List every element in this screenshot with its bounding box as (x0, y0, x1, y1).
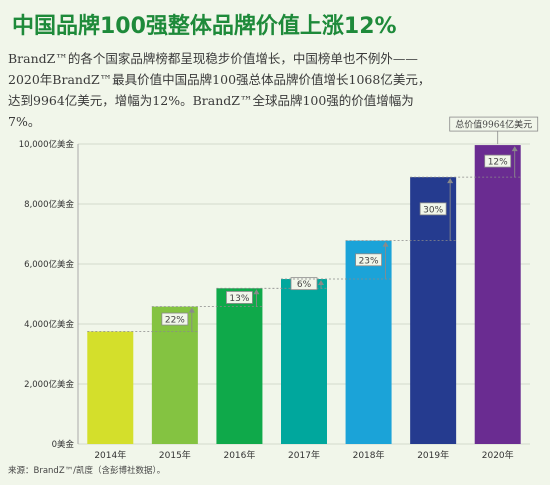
bars (87, 145, 521, 444)
growth-label: 6% (297, 280, 312, 290)
bar (281, 279, 327, 444)
x-tick-label: 2018年 (353, 449, 385, 461)
x-tick-label: 2014年 (94, 449, 126, 461)
bar (87, 331, 134, 444)
growth-annotations: 22% 13% 6% 23% 30% 12% (87, 146, 521, 332)
intro-line: 2020年BrandZ™最具价值中国品牌100强总体品牌价值增长1068亿美元， (8, 72, 431, 87)
bar (474, 145, 521, 444)
x-tick-label: 2017年 (288, 449, 320, 461)
x-tick-label: 2019年 (417, 449, 449, 461)
growth-arrow-head (318, 280, 324, 285)
growth-arrow-head (188, 307, 195, 313)
y-tick-label: 0美金 (52, 439, 75, 450)
growth-label: 13% (229, 294, 249, 304)
intro-line: BrandZ™的各个国家品牌榜都呈现稳步价值增长，中国榜单也不例外—— (8, 51, 418, 66)
source-note: 来源：BrandZ™/凯度（含彭博社数据）。 (8, 466, 166, 476)
x-tick-label: 2020年 (482, 449, 514, 461)
bar (410, 177, 457, 444)
y-axis-ticks: 0美金 2,000亿美金 4,000亿美金 6,000亿美金 8,000亿美金 10,00… (19, 139, 75, 450)
y-tick-label: 4,000亿美金 (24, 319, 74, 330)
growth-label-box (355, 253, 382, 267)
intro-text: BrandZ™的各个国家品牌榜都呈现稳步价值增长，中国榜单也不例外—— 2020… (8, 48, 438, 132)
x-tick-label: 2015年 (159, 449, 191, 461)
growth-label-box (226, 291, 253, 304)
y-tick-label: 10,000亿美金 (19, 139, 75, 150)
bar (151, 306, 198, 444)
x-tick-label: 2016年 (223, 449, 255, 461)
bar (216, 288, 263, 444)
growth-arrow-head (382, 241, 389, 247)
total-annotation: 总价值9964亿美元 (449, 116, 539, 145)
y-tick-label: 6,000亿美金 (24, 259, 74, 270)
growth-label: 22% (165, 316, 185, 326)
growth-label: 23% (359, 256, 379, 266)
intro-line: 达到9964亿美元，增幅为12%。BrandZ™全球品牌100强的价值增幅为7%… (8, 93, 414, 129)
total-callout-box (449, 116, 539, 132)
growth-label-box (290, 277, 318, 291)
growth-label-box (484, 154, 512, 168)
growth-label-box (419, 202, 447, 216)
chart-title: 中国品牌100强整体品牌价值上涨12% (12, 14, 397, 39)
growth-label: 30% (423, 205, 443, 215)
growth-label-box (161, 312, 189, 326)
y-tick-label: 8,000亿美金 (24, 199, 74, 210)
growth-arrow-head (511, 146, 518, 152)
growth-arrow-head (253, 289, 260, 295)
growth-arrow-head (447, 178, 454, 184)
total-callout-label: 总价值9964亿美元 (455, 119, 532, 131)
bar (345, 240, 392, 444)
growth-label: 12% (488, 158, 508, 168)
y-tick-label: 2,000亿美金 (24, 379, 74, 390)
x-axis-ticks: 2014年 2015年 2016年 2017年 2018年 2019年 2020年 (94, 449, 513, 461)
